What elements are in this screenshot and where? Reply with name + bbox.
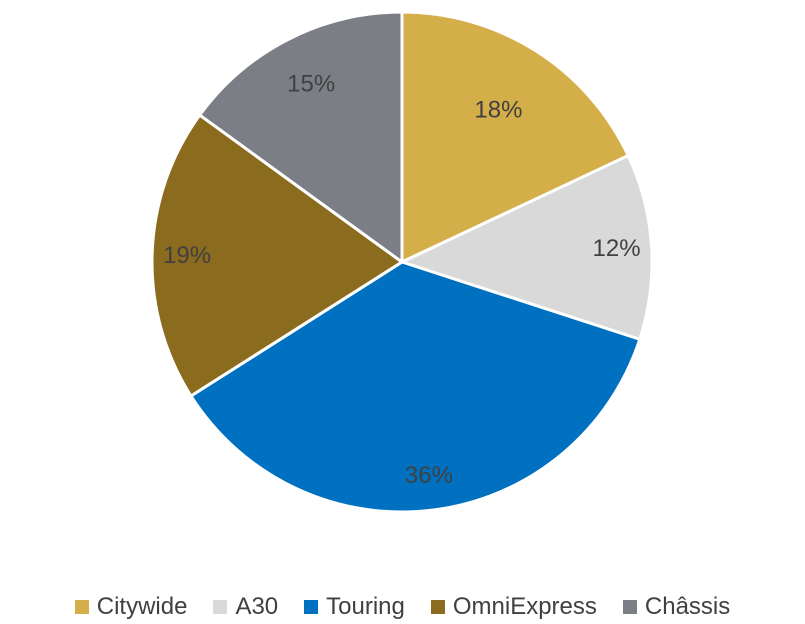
legend-swatch <box>430 600 445 614</box>
pie-data-labels: 18% 12% 36% 19% 15% <box>163 70 641 489</box>
legend-swatch <box>304 600 319 614</box>
data-label-citywide: 18% <box>474 97 522 124</box>
legend-label: Citywide <box>96 593 188 620</box>
legend-label: OmniExpress <box>452 593 597 620</box>
legend-item: Châssis <box>622 593 731 621</box>
legend-label: Châssis <box>644 593 731 620</box>
data-label-a30: 12% <box>593 235 641 262</box>
legend-swatch <box>213 600 228 614</box>
pie-slice-touring <box>189 260 642 514</box>
legend-swatch <box>622 600 637 614</box>
legend-label: A30 <box>235 593 279 620</box>
legend-item: OmniExpress <box>430 593 597 621</box>
data-label-omniexpress: 19% <box>163 242 211 269</box>
pie-slice-a30 <box>400 154 654 341</box>
pie-slices <box>150 10 654 514</box>
data-label-ch-ssis: 15% <box>287 70 335 97</box>
legend-swatch <box>74 600 89 614</box>
data-label-touring: 36% <box>405 462 453 489</box>
legend-label: Touring <box>326 593 405 620</box>
legend-item: A30 <box>213 593 278 621</box>
pie-chart-plot: 18% 12% 36% 19% 15% <box>150 10 654 514</box>
legend: Citywide A30 Touring OmniExpress Châssis <box>0 590 805 624</box>
pie-slice-citywide <box>400 10 630 264</box>
pie-slice-omniexpress <box>150 113 404 398</box>
pie-slice-ch-ssis <box>198 10 404 264</box>
legend-item: Citywide <box>74 593 188 621</box>
legend-item: Touring <box>304 593 405 621</box>
